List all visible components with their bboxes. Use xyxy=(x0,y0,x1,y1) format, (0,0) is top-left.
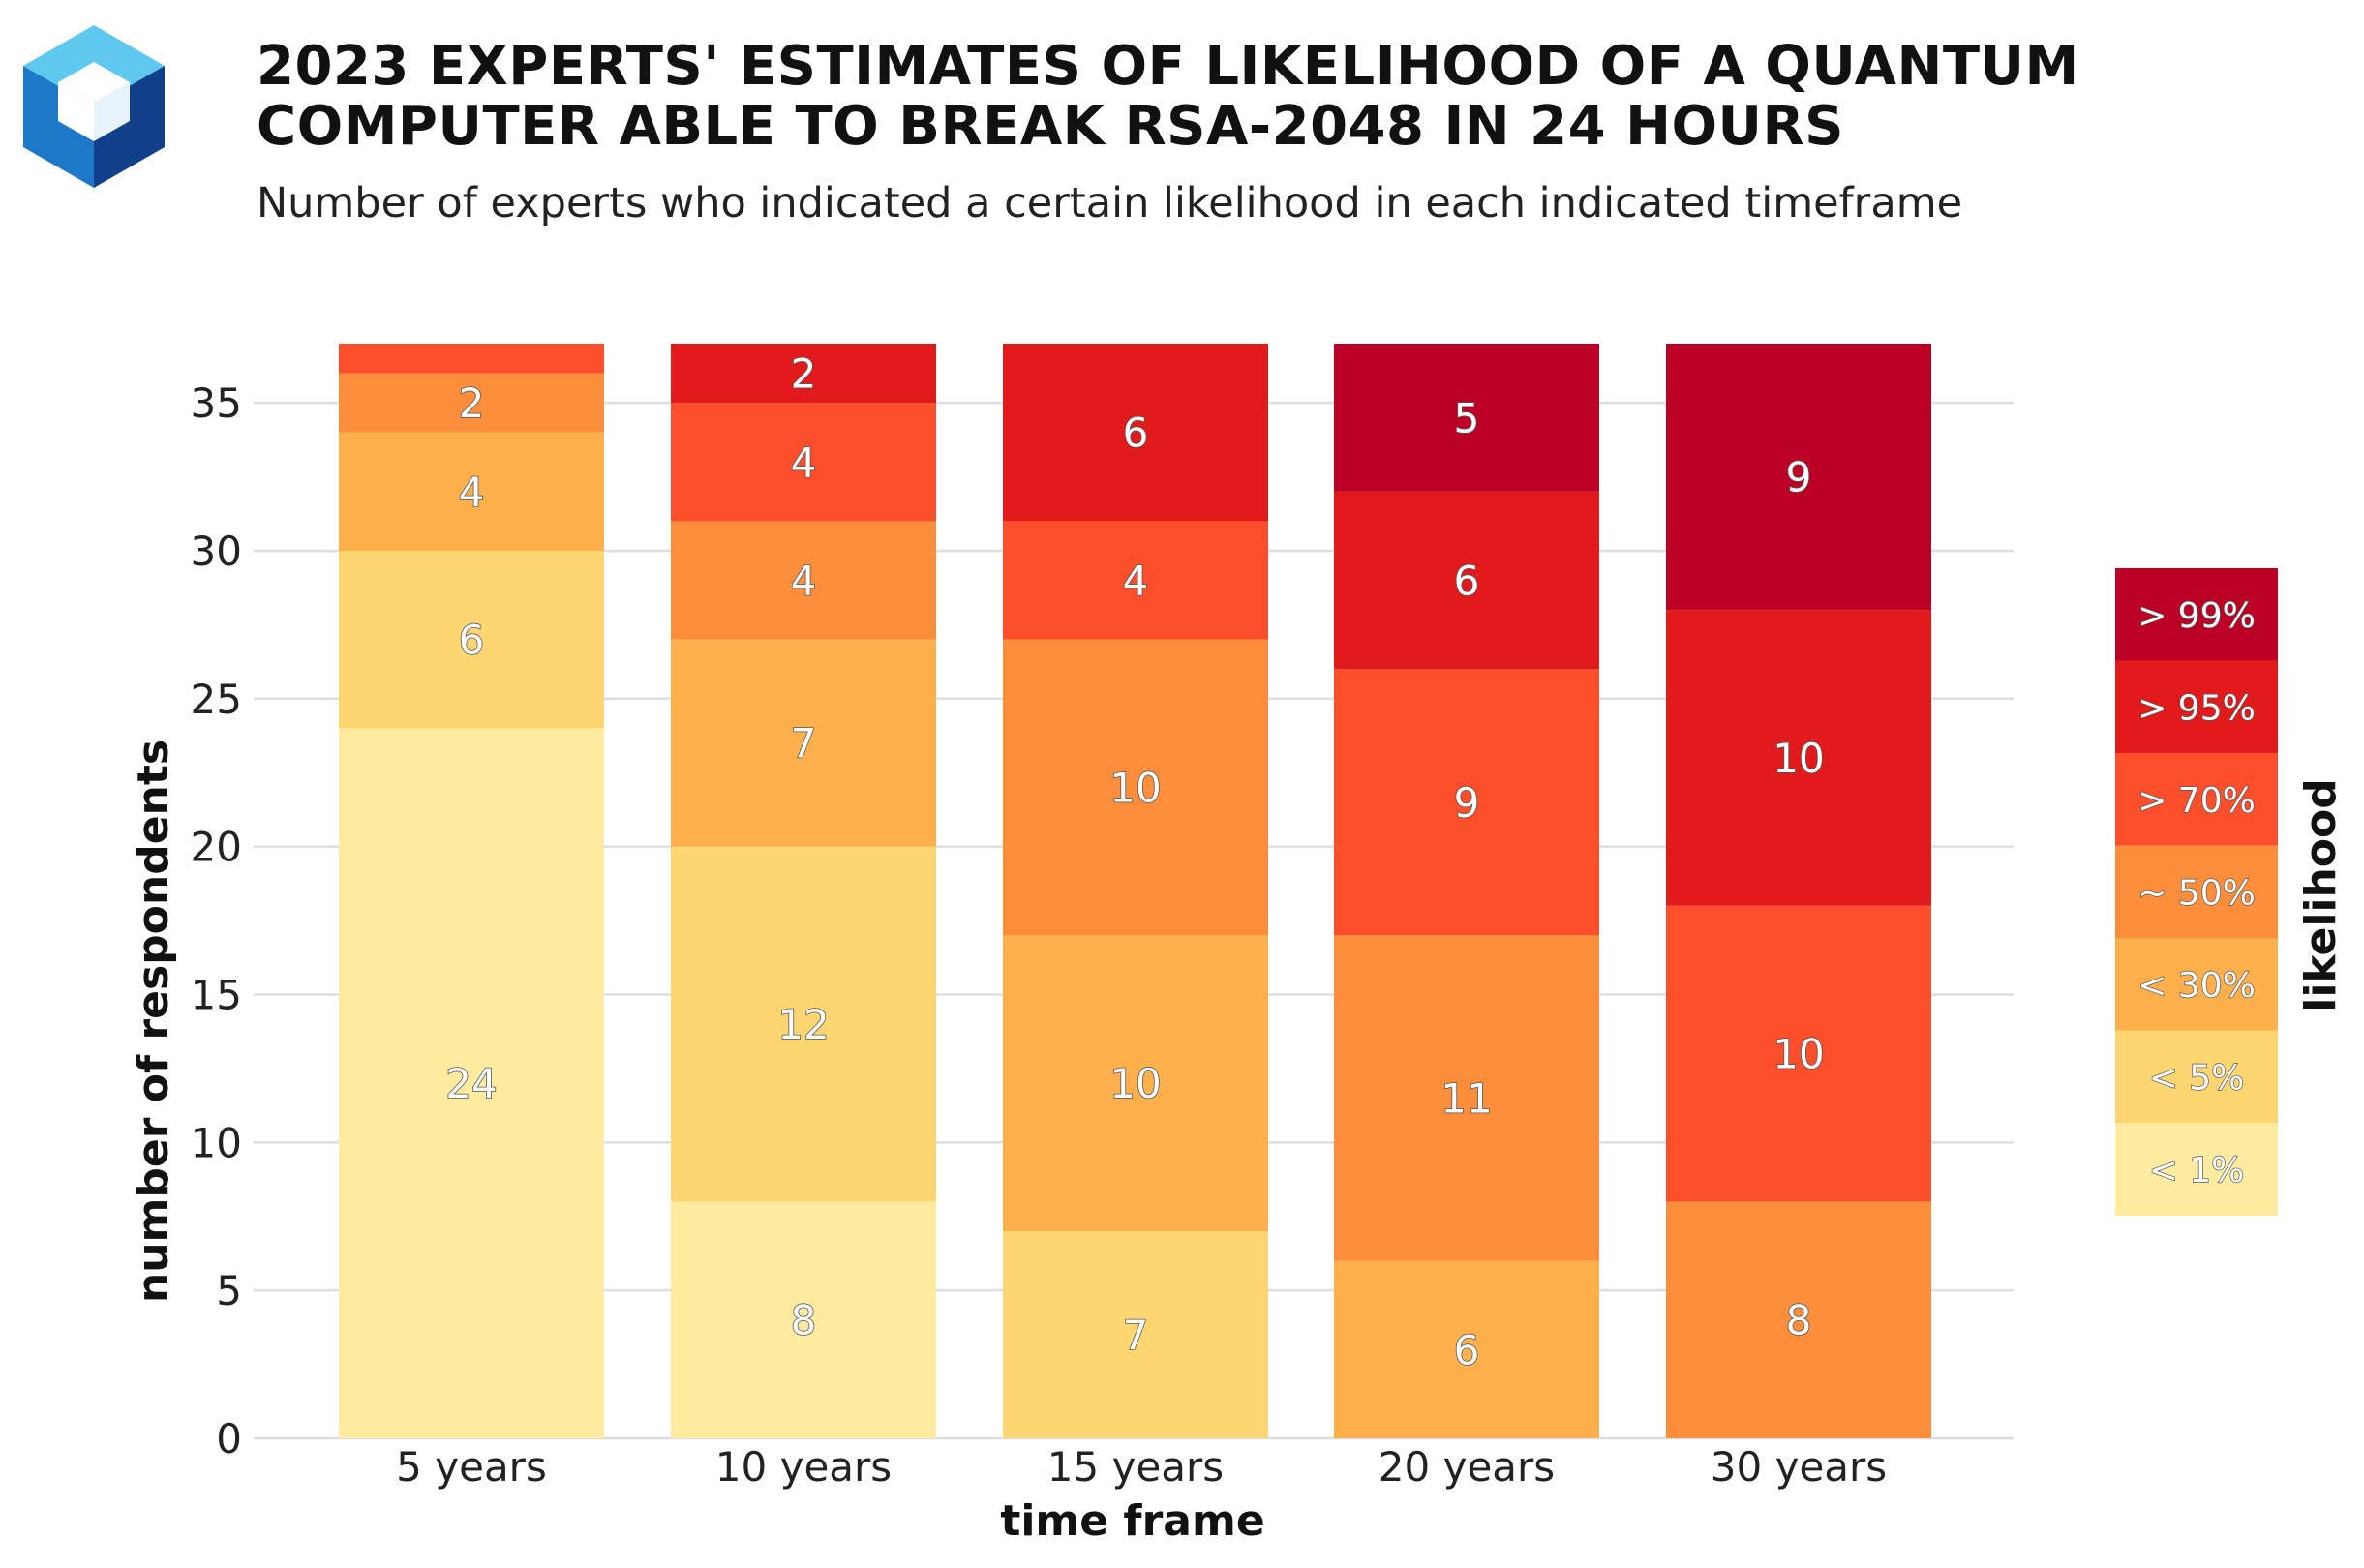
bar-stack: 24 6 4 2 xyxy=(339,344,604,1438)
data-label: 2 xyxy=(459,379,485,427)
legend-label: < 30% xyxy=(2137,966,2256,1006)
data-label: 24 xyxy=(445,1060,497,1107)
data-label: 4 xyxy=(791,558,817,605)
legend-label: > 70% xyxy=(2137,781,2256,821)
data-label: 5 xyxy=(1454,394,1480,441)
bar-segment xyxy=(1334,344,1599,492)
data-label: 6 xyxy=(1123,409,1149,457)
legend-swatch xyxy=(2115,845,2278,939)
y-tick-label: 25 xyxy=(191,676,242,723)
y-axis-ticks: 0 5 10 15 20 25 30 35 xyxy=(191,379,242,1462)
bar-segment xyxy=(1003,1231,1268,1438)
data-label: 12 xyxy=(777,1001,829,1048)
bar-segment xyxy=(1003,639,1268,936)
data-label: 8 xyxy=(1786,1297,1812,1344)
bar-segment xyxy=(1334,491,1599,670)
data-label: 4 xyxy=(791,438,817,486)
x-tick-label: 5 years xyxy=(396,1443,547,1491)
bar-segment xyxy=(671,521,936,640)
bar-stack: 8 12 7 4 4 2 xyxy=(671,344,936,1438)
data-label: 4 xyxy=(459,468,485,516)
legend-label: ~ 50% xyxy=(2137,873,2256,913)
x-tick-label: 15 years xyxy=(1047,1443,1224,1491)
x-tick-label: 20 years xyxy=(1379,1443,1555,1491)
x-tick-label: 30 years xyxy=(1711,1443,1887,1491)
data-label: 9 xyxy=(1454,779,1480,827)
x-axis-ticks: 5 years 10 years 15 years 20 years 30 years xyxy=(396,1443,1887,1491)
chart-title-line-1: 2023 EXPERTS' ESTIMATES OF LIKELIHOOD OF… xyxy=(257,35,2079,98)
legend-swatch xyxy=(2115,1030,2278,1124)
bar-segment xyxy=(671,1201,936,1438)
bar-segment xyxy=(1666,905,1931,1202)
bar-segment xyxy=(671,639,936,847)
data-label: 4 xyxy=(1123,558,1149,605)
data-label: 10 xyxy=(1773,1031,1824,1078)
legend-swatch xyxy=(2115,753,2278,846)
legend-label: < 1% xyxy=(2149,1151,2245,1191)
bar-segment xyxy=(339,344,604,374)
x-axis-title: time frame xyxy=(1000,1496,1264,1546)
legend-swatch xyxy=(2115,660,2278,754)
data-label: 10 xyxy=(1109,765,1161,812)
data-label: 10 xyxy=(1773,735,1824,782)
bar-segment xyxy=(1003,344,1268,522)
chart-title: 2023 EXPERTS' ESTIMATES OF LIKELIHOOD OF… xyxy=(257,37,2193,157)
y-tick-label: 35 xyxy=(191,379,242,427)
bar-segment xyxy=(1666,344,1931,611)
legend-title: likelihood xyxy=(2296,778,2346,1012)
bar-segment xyxy=(339,728,604,1438)
legend: > 99% > 95% > 70% ~ 50% < 30% < 5% < 1% xyxy=(2115,568,2278,1216)
bar-stack: 8 10 10 9 xyxy=(1666,344,1931,1438)
data-label: 7 xyxy=(1123,1312,1149,1359)
bar-segment xyxy=(339,432,604,551)
bar-segment xyxy=(1334,669,1599,936)
cube-logo-icon xyxy=(23,25,165,188)
bar-segment xyxy=(671,846,936,1202)
data-label: 7 xyxy=(791,720,817,768)
bar-segment xyxy=(1334,935,1599,1261)
y-tick-label: 0 xyxy=(216,1415,242,1462)
bar-segment xyxy=(339,373,604,433)
data-label: 11 xyxy=(1440,1074,1492,1122)
legend-swatch xyxy=(2115,938,2278,1031)
bar-stack: 7 10 10 4 6 xyxy=(1003,344,1268,1438)
legend-label: > 95% xyxy=(2137,688,2256,728)
data-label: 6 xyxy=(459,617,485,664)
data-label: 10 xyxy=(1109,1060,1161,1107)
bar-stacks: 24 6 4 2 8 12 7 4 4 2 7 10 10 4 6 6 11 9 6 5 8 10 10 9 xyxy=(339,344,1931,1438)
bar-segment xyxy=(339,550,604,729)
data-label: 6 xyxy=(1454,1326,1480,1373)
y-tick-label: 20 xyxy=(191,824,242,871)
bar-segment xyxy=(671,344,936,404)
data-label: 2 xyxy=(791,350,817,398)
bar-segment xyxy=(1003,935,1268,1232)
chart-subtitle: Number of experts who indicated a certai… xyxy=(257,179,1963,227)
bar-segment xyxy=(1666,1201,1931,1438)
bar-segment xyxy=(1003,521,1268,640)
data-label: 9 xyxy=(1786,454,1812,501)
bar-stack: 6 11 9 6 5 xyxy=(1334,344,1599,1438)
y-tick-label: 30 xyxy=(191,528,242,575)
legend-swatch xyxy=(2115,1123,2278,1216)
data-label: 8 xyxy=(791,1297,817,1344)
y-tick-label: 5 xyxy=(216,1267,242,1314)
y-tick-label: 15 xyxy=(191,971,242,1018)
bar-segment xyxy=(671,403,936,522)
bar-segment xyxy=(1334,1260,1599,1438)
legend-label: > 99% xyxy=(2137,596,2256,636)
y-tick-label: 10 xyxy=(191,1119,242,1166)
x-tick-label: 10 years xyxy=(715,1443,892,1491)
y-axis-title: number of respondents xyxy=(129,739,178,1303)
chart-title-line-2: COMPUTER ABLE TO BREAK RSA-2048 IN 24 HO… xyxy=(257,95,1844,158)
data-label: 6 xyxy=(1454,558,1480,605)
legend-swatch xyxy=(2115,568,2278,661)
bar-segment xyxy=(1666,610,1931,906)
legend-label: < 5% xyxy=(2149,1058,2245,1098)
